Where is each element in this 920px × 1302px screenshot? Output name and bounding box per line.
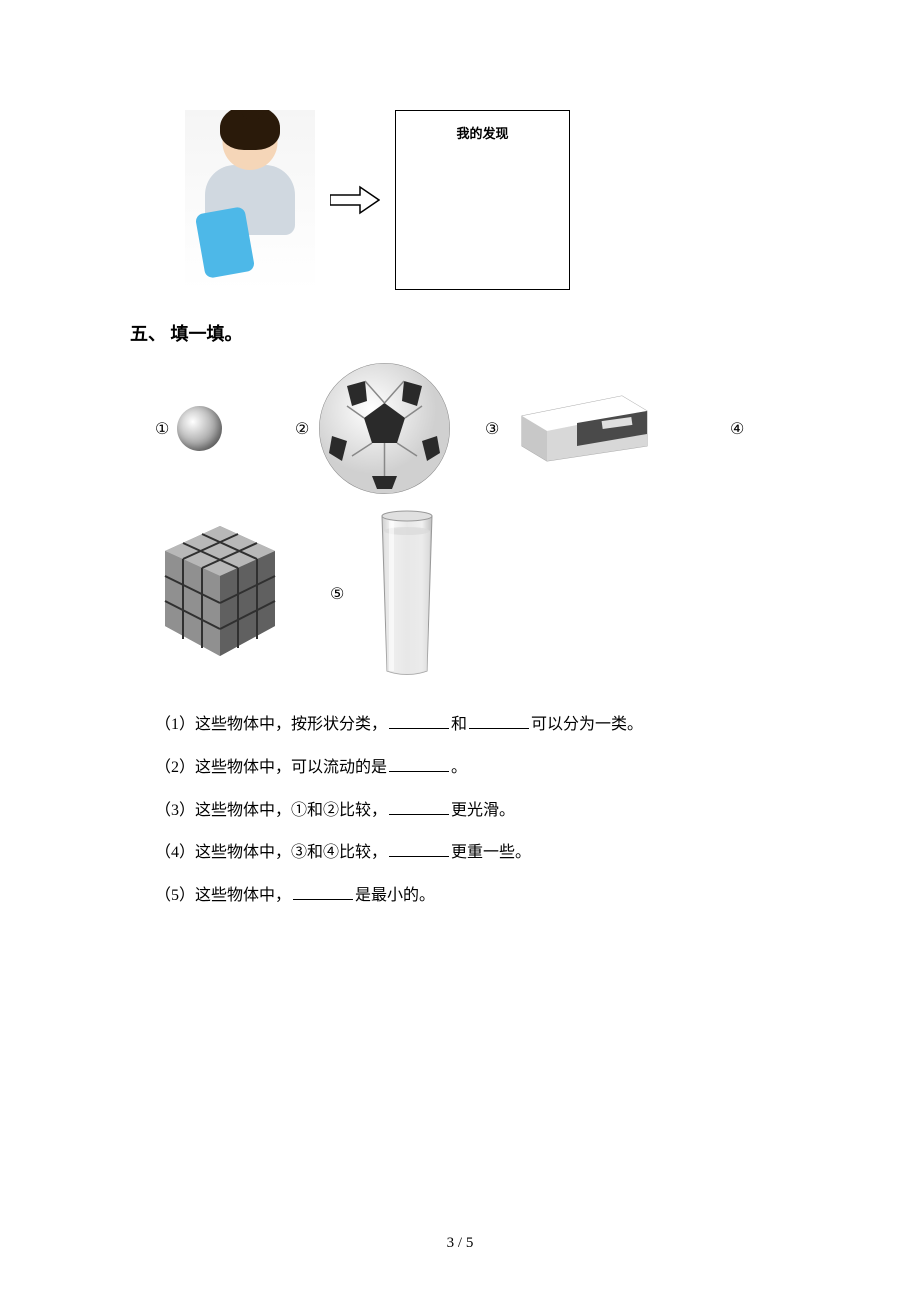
question-5: （5）这些物体中， 是最小的。 [155, 882, 790, 911]
marble-image [177, 406, 222, 451]
child-photo [185, 110, 315, 290]
item-number-3: ③ [485, 419, 499, 439]
q1-text-prefix: （1）这些物体中，按形状分类， [155, 716, 387, 733]
q4-blank[interactable] [389, 841, 449, 857]
eraser-image [507, 391, 657, 466]
q4-text-suffix: 更重一些。 [451, 844, 531, 861]
section-heading: 五、 填一填。 [130, 320, 790, 346]
section-title: 填一填。 [171, 324, 243, 344]
discovery-box: 我的发现 [395, 110, 570, 290]
page-number: 3 / 5 [447, 1235, 474, 1252]
items-row-1: ① ② [155, 361, 790, 496]
q3-blank[interactable] [389, 799, 449, 815]
question-3: （3）这些物体中，①和②比较， 更光滑。 [155, 797, 790, 826]
q1-blank-2[interactable] [469, 713, 529, 729]
q1-text-mid: 和 [451, 716, 467, 733]
question-1: （1）这些物体中，按形状分类， 和 可以分为一类。 [155, 711, 790, 740]
q2-text-suffix: 。 [451, 759, 467, 776]
items-row-2: ⑤ [155, 506, 790, 681]
item-number-2: ② [295, 419, 309, 439]
q1-blank-1[interactable] [389, 713, 449, 729]
q3-text-prefix: （3）这些物体中，①和②比较， [155, 802, 387, 819]
discovery-title: 我的发现 [408, 123, 557, 142]
arrow-icon [330, 185, 380, 215]
q3-text-suffix: 更光滑。 [451, 802, 515, 819]
water-glass-image [367, 506, 447, 681]
q5-blank[interactable] [293, 884, 353, 900]
section-number: 五、 [130, 324, 166, 344]
item-number-4: ④ [730, 419, 744, 439]
q2-text-prefix: （2）这些物体中，可以流动的是 [155, 759, 387, 776]
questions-block: （1）这些物体中，按形状分类， 和 可以分为一类。 （2）这些物体中，可以流动的是 。… [155, 711, 790, 911]
item-number-1: ① [155, 419, 169, 439]
q1-text-suffix: 可以分为一类。 [531, 716, 643, 733]
q2-blank[interactable] [389, 756, 449, 772]
q5-text-suffix: 是最小的。 [355, 887, 435, 904]
q5-text-prefix: （5）这些物体中， [155, 887, 291, 904]
top-illustration-section: 我的发现 [185, 110, 790, 290]
q4-text-prefix: （4）这些物体中，③和④比较， [155, 844, 387, 861]
rubiks-cube-image [155, 521, 285, 666]
item-number-5: ⑤ [330, 584, 344, 604]
question-2: （2）这些物体中，可以流动的是 。 [155, 754, 790, 783]
question-4: （4）这些物体中，③和④比较， 更重一些。 [155, 839, 790, 868]
soccer-ball-image [317, 361, 452, 496]
